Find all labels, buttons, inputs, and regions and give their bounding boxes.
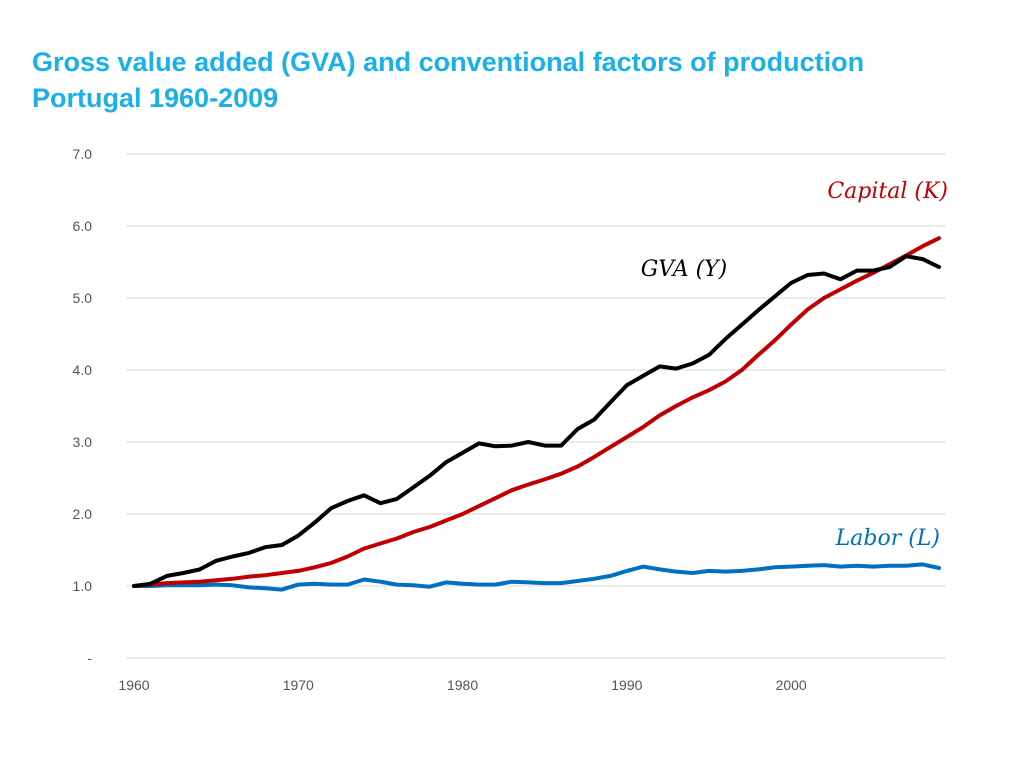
chart-title: Gross value added (GVA) and conventional… <box>32 44 864 116</box>
series-line-gva-y <box>132 254 941 588</box>
y-tick-label-4: 4.0 <box>73 362 93 378</box>
y-tick-label-1: 1.0 <box>73 578 93 594</box>
series-label-capital-k: Capital (K) <box>827 179 948 204</box>
y-tick-label-7: 7.0 <box>73 146 93 162</box>
gridlines <box>126 153 946 659</box>
y-tick-label-6: 6.0 <box>73 218 93 234</box>
x-tick-label-1980: 1980 <box>447 677 478 693</box>
x-tick-label-1990: 1990 <box>611 677 642 693</box>
y-tick-label-2: 2.0 <box>73 506 93 522</box>
series-label-labor-l: Labor (L) <box>835 526 940 551</box>
series-label-gva-y: GVA (Y) <box>641 257 728 282</box>
x-tick-label-1960: 1960 <box>118 677 149 693</box>
x-tick-label-1970: 1970 <box>283 677 314 693</box>
series-line-labor-l <box>132 562 941 592</box>
series-line-capital-k <box>132 236 941 588</box>
x-axis-tick-labels: 1960 1970 1980 1990 2000 <box>118 677 807 693</box>
y-tick-label-3: 3.0 <box>73 434 93 450</box>
series-labels: GVA (Y) Capital (K) Labor (L) <box>641 179 948 551</box>
y-axis-tick-labels: - 1.0 2.0 3.0 4.0 5.0 6.0 7.0 <box>73 146 93 666</box>
y-tick-label-0: - <box>87 650 92 666</box>
series-lines <box>132 236 941 592</box>
x-tick-label-2000: 2000 <box>776 677 807 693</box>
y-tick-label-5: 5.0 <box>73 290 93 306</box>
chart-title-line-1: Gross value added (GVA) and conventional… <box>32 47 865 77</box>
chart-title-line-2: Portugal 1960-2009 <box>32 83 279 113</box>
